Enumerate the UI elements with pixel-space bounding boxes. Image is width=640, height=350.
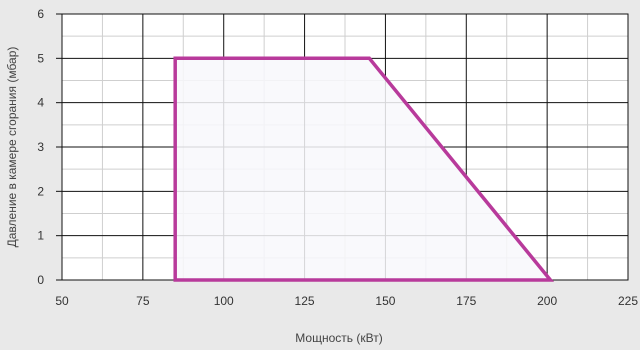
operating-range-region (173, 56, 555, 282)
series-layer (173, 56, 555, 282)
y-tick-label: 1 (37, 229, 44, 243)
y-tick-label: 0 (37, 273, 44, 287)
x-tick-label: 175 (456, 294, 476, 308)
x-tick-label: 125 (295, 294, 315, 308)
x-tick-label: 100 (214, 294, 234, 308)
y-tick-label: 6 (37, 7, 44, 21)
y-tick-label: 3 (37, 140, 44, 154)
x-tick-label: 75 (136, 294, 150, 308)
x-tick-label: 50 (55, 294, 69, 308)
x-tick-labels: 50 75 100 125 150 175 200 225 (55, 294, 638, 308)
y-tick-label: 2 (37, 184, 44, 198)
x-tick-label: 200 (537, 294, 557, 308)
x-tick-label: 150 (375, 294, 395, 308)
y-tick-labels: 0 1 2 3 4 5 6 (37, 7, 44, 287)
x-axis-title: Мощность (кВт) (295, 331, 382, 345)
y-tick-label: 5 (37, 51, 44, 65)
x-tick-label: 225 (618, 294, 638, 308)
y-tick-label: 4 (37, 96, 44, 110)
y-axis-title: Давление в камере сгорания (мбар) (5, 47, 19, 248)
